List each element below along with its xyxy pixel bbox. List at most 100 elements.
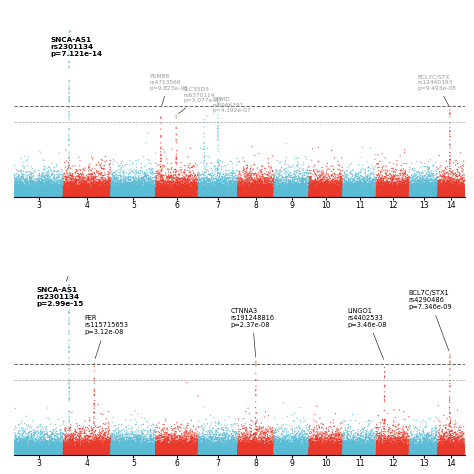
Point	[328, 448, 336, 456]
Point	[328, 447, 335, 454]
Point	[346, 191, 354, 199]
Point	[267, 184, 274, 192]
Point	[70, 191, 77, 199]
Point	[401, 189, 409, 196]
Point	[108, 449, 115, 457]
Point	[456, 182, 464, 189]
Point	[169, 192, 176, 200]
Point	[385, 191, 392, 199]
Point	[78, 181, 86, 188]
Point	[112, 450, 120, 458]
Point	[117, 179, 125, 187]
Point	[312, 444, 320, 451]
Point	[316, 173, 324, 180]
Point	[47, 448, 55, 456]
Point	[61, 193, 68, 201]
Point	[308, 451, 315, 459]
Point	[53, 171, 61, 178]
Point	[310, 184, 318, 192]
Point	[87, 447, 95, 455]
Point	[26, 177, 34, 184]
Point	[447, 193, 455, 201]
Point	[358, 448, 366, 456]
Point	[163, 442, 171, 450]
Point	[336, 447, 343, 454]
Point	[263, 449, 270, 457]
Point	[290, 449, 298, 456]
Point	[39, 448, 47, 456]
Point	[293, 188, 301, 196]
Point	[255, 190, 263, 197]
Point	[227, 191, 234, 199]
Point	[128, 191, 136, 199]
Point	[244, 448, 251, 456]
Point	[154, 184, 161, 191]
Point	[108, 442, 116, 450]
Point	[146, 188, 154, 196]
Point	[455, 440, 463, 448]
Point	[407, 445, 414, 453]
Point	[43, 447, 50, 454]
Point	[380, 191, 388, 199]
Point	[194, 450, 202, 457]
Point	[85, 446, 93, 454]
Point	[147, 192, 155, 200]
Point	[186, 192, 193, 200]
Point	[79, 451, 86, 458]
Point	[412, 192, 419, 200]
Point	[226, 190, 233, 198]
Point	[414, 448, 422, 456]
Point	[113, 192, 121, 200]
Point	[142, 189, 150, 196]
Point	[341, 192, 349, 200]
Point	[307, 192, 315, 200]
Point	[202, 450, 210, 457]
Point	[219, 450, 227, 458]
Point	[69, 188, 76, 195]
Point	[210, 448, 218, 456]
Point	[273, 191, 281, 199]
Point	[153, 189, 160, 196]
Point	[93, 192, 101, 200]
Point	[68, 435, 76, 443]
Point	[149, 189, 157, 197]
Point	[143, 190, 150, 198]
Point	[359, 449, 367, 456]
Point	[329, 191, 337, 199]
Point	[321, 190, 328, 198]
Point	[233, 442, 241, 449]
Point	[410, 189, 417, 197]
Point	[111, 449, 118, 456]
Point	[172, 444, 180, 452]
Point	[368, 192, 376, 200]
Point	[329, 191, 337, 199]
Point	[30, 187, 37, 194]
Point	[391, 186, 398, 193]
Point	[355, 190, 362, 197]
Point	[321, 192, 328, 200]
Point	[27, 192, 34, 200]
Point	[192, 188, 200, 196]
Point	[68, 193, 76, 201]
Point	[381, 440, 389, 448]
Point	[396, 183, 404, 191]
Point	[376, 433, 384, 441]
Point	[12, 451, 19, 458]
Point	[387, 189, 394, 197]
Point	[418, 448, 426, 456]
Point	[368, 437, 376, 444]
Point	[455, 451, 463, 459]
Point	[451, 439, 458, 447]
Point	[99, 442, 107, 450]
Point	[96, 449, 103, 457]
Point	[85, 448, 93, 456]
Point	[447, 447, 454, 454]
Point	[420, 187, 428, 195]
Point	[400, 448, 408, 456]
Point	[366, 449, 374, 456]
Point	[148, 449, 156, 457]
Point	[342, 447, 350, 455]
Point	[335, 433, 342, 441]
Point	[202, 181, 210, 188]
Point	[130, 185, 137, 192]
